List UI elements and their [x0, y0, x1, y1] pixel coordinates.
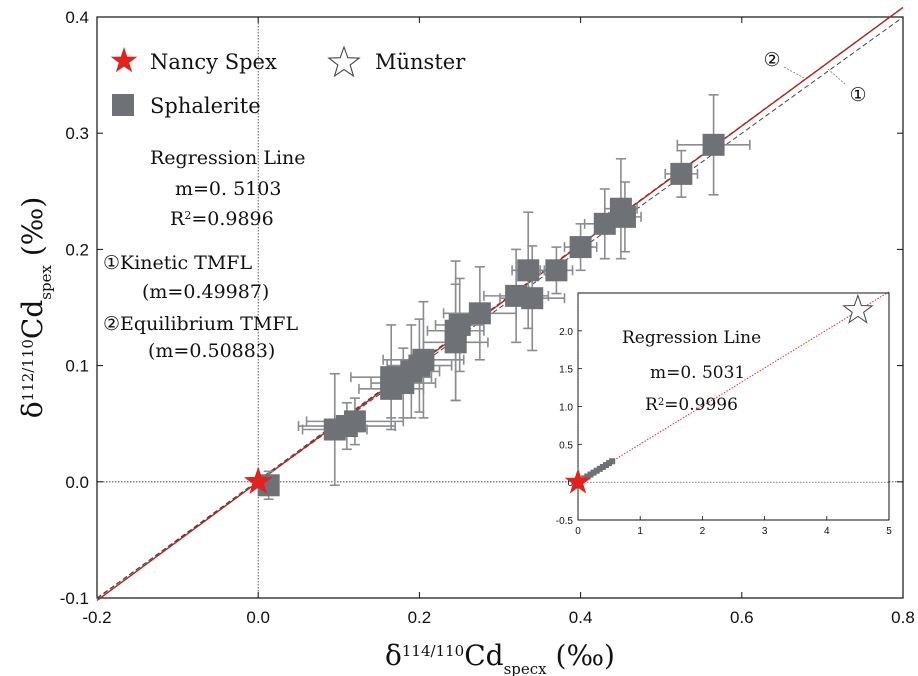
sphalerite-point	[702, 133, 725, 156]
main-plot-area: -0.2 0.0 0.2 0.4 0.6 0.8 -0.1 0.0 0.1 0.2 0.3 0.4 δ1…	[16, 6, 915, 676]
inset-sphalerite-point	[584, 473, 591, 480]
kinetic-tmfl-label: ①Kinetic TMFL	[103, 252, 252, 274]
inset-sphalerite-point	[606, 460, 613, 467]
y-tick-label: -0.1	[60, 589, 89, 608]
y-tick-label: 0.4	[65, 8, 89, 27]
inset-x-tick-label: 5	[886, 526, 892, 537]
inset-x-tick-label: 2	[700, 526, 706, 537]
x-tick-label: 0.6	[730, 608, 754, 627]
inset-y-tick-label: 1.0	[559, 403, 573, 414]
legend-nancy-spex-label: Nancy Spex	[150, 50, 277, 74]
inset-sphalerite-point	[587, 471, 594, 478]
inset-x-tick-label: 0	[575, 526, 581, 537]
inset-y-tick-label: 0	[567, 478, 573, 489]
inset-x-tick-label: 3	[762, 526, 768, 537]
sphalerite-point	[613, 205, 636, 228]
x-tick-label: 0.2	[408, 608, 432, 627]
kinetic-tmfl-slope: (m=0.49987)	[142, 281, 269, 303]
x-tick-label: 0.0	[246, 608, 270, 627]
legend-munster-marker	[327, 45, 361, 78]
legend-munster-label: Münster	[375, 50, 466, 74]
sphalerite-point	[468, 302, 491, 325]
x-tick-label: 0.8	[891, 608, 915, 627]
inset-y-tick-label: 2.0	[559, 327, 573, 338]
regression-r2: R2=0.9896	[170, 208, 274, 230]
nancy-spex-point	[243, 466, 273, 494]
inset-plot-area: 0 1 2 3 4 5-0.500.51.01.52.0 Regression Linem=…	[556, 291, 892, 537]
inset-sphalerite-point	[596, 465, 603, 472]
inset-y-tick-label: 0.5	[559, 440, 573, 451]
marker2-leader	[783, 66, 805, 79]
legend-and-annotations: Nancy Spex Münster Sphalerite Regression Li…	[103, 45, 867, 362]
inset-sphalerite-point	[590, 469, 597, 476]
y-tick-label: 0.0	[65, 473, 89, 492]
inset-sphalerite-point	[602, 462, 609, 469]
inset-regression-r2: R2=0.9996	[645, 395, 738, 415]
regression-line	[96, 6, 904, 601]
inset-sphalerite-point	[599, 463, 606, 470]
inset-munster-point	[842, 293, 874, 324]
x-axis-label: δ114/110Cdspecx (‰)	[385, 639, 615, 676]
marker1-leader	[827, 68, 846, 85]
sphalerite-point	[521, 287, 544, 310]
inset-y-tick-label: 1.5	[559, 365, 573, 376]
legend-sphalerite-marker	[112, 94, 134, 116]
legend-nancy-spex-marker	[110, 47, 138, 73]
sphalerite-point	[343, 410, 366, 433]
inset-regression-line	[577, 291, 890, 483]
inset-y-tick-label: -0.5	[556, 516, 574, 527]
regression-slope: m=0. 5103	[175, 178, 281, 200]
y-tick-label: 0.2	[65, 240, 89, 259]
y-tick-label: 0.1	[65, 357, 89, 376]
inset-sphalerite-point	[593, 467, 600, 474]
sphalerite-point	[670, 162, 693, 185]
y-tick-label: 0.3	[65, 124, 89, 143]
plot-frame	[96, 16, 904, 599]
kinetic-line-marker: ①	[849, 84, 866, 106]
inset-x-tick-label: 4	[824, 526, 830, 537]
sphalerite-point	[569, 236, 592, 259]
kinetic-tmfl-line	[96, 16, 904, 599]
sphalerite-point	[517, 259, 540, 282]
sphalerite-point	[412, 348, 435, 371]
inset-regression-title: Regression Line	[622, 328, 761, 348]
sphalerite-point	[448, 313, 471, 336]
inset-sphalerite-point	[609, 458, 616, 465]
inset-x-tick-label: 1	[637, 526, 643, 537]
equilibrium-line-marker: ②	[763, 49, 780, 71]
inset-nancy-spex-point	[564, 468, 592, 494]
x-tick-label: 0.4	[569, 608, 593, 627]
y-axis-label: δ112/110Cdspex (‰)	[16, 197, 55, 419]
legend-sphalerite-label: Sphalerite	[150, 94, 261, 118]
x-tick-label: -0.2	[82, 608, 111, 627]
sphalerite-point	[545, 259, 568, 282]
equilibrium-tmfl-label: ②Equilibrium TMFL	[103, 313, 298, 335]
regression-title: Regression Line	[150, 147, 306, 169]
inset-regression-slope: m=0. 5031	[650, 363, 745, 383]
equilibrium-tmfl-slope: (m=0.50883)	[148, 340, 275, 362]
